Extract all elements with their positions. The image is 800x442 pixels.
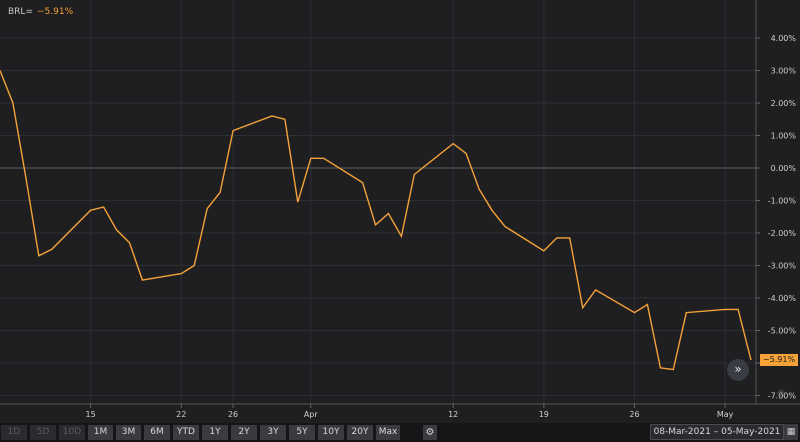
date-range-end: 05-May-2021	[721, 427, 781, 437]
gear-icon[interactable]: ⚙	[423, 425, 437, 440]
legend-series-name: BRL=	[8, 7, 33, 17]
range-button-1y[interactable]: 1Y	[202, 425, 228, 440]
y-tick-label: -3.00%	[768, 262, 797, 271]
y-tick-label: -7.00%	[768, 392, 797, 401]
x-tick-label: 12	[448, 410, 458, 419]
range-button-3m[interactable]: 3M	[116, 425, 141, 440]
range-button-2y[interactable]: 2Y	[231, 425, 257, 440]
bottom-toolbar	[0, 423, 800, 442]
y-tick-label: -5.00%	[768, 327, 797, 336]
y-tick-label: 1.00%	[771, 132, 797, 141]
range-button-6m[interactable]: 6M	[144, 425, 170, 440]
range-button-1d[interactable]: 1D	[1, 425, 27, 440]
y-tick-label: 0.00%	[771, 164, 797, 173]
range-button-10d[interactable]: 10D	[59, 425, 85, 440]
chart-plot: 4.00% 3.00% 2.00% 1.00% 0.00% -1.00% -2.00% -3.…	[0, 0, 800, 419]
legend-series-value: −5.91%	[36, 7, 74, 17]
last-value-label: −5.91%	[760, 354, 798, 366]
calendar-icon[interactable]: ▦	[784, 424, 798, 440]
x-tick-label: 15	[86, 410, 96, 419]
range-button-ytd[interactable]: YTD	[173, 425, 199, 440]
range-button-max[interactable]: Max	[376, 425, 400, 440]
chart-legend: BRL= −5.91%	[8, 7, 73, 17]
x-tick-label: 19	[539, 410, 549, 419]
x-tick-label: Apr	[304, 410, 319, 419]
series-line-brl	[0, 70, 752, 371]
date-range-start: 08-Mar-2021	[653, 427, 711, 437]
y-tick-label: 4.00%	[771, 34, 797, 43]
range-button-10y[interactable]: 10Y	[318, 425, 344, 440]
range-button-5d[interactable]: 5D	[30, 425, 56, 440]
range-button-20y[interactable]: 20Y	[347, 425, 373, 440]
y-tick-label: 2.00%	[771, 99, 797, 108]
x-tick-label: 26	[228, 410, 238, 419]
x-tick-label: 26	[629, 410, 639, 419]
double-chevron-right-icon[interactable]: »	[727, 359, 749, 381]
x-tick-label: 22	[176, 410, 186, 419]
range-button-1m[interactable]: 1M	[88, 425, 113, 440]
y-tick-label: -2.00%	[768, 229, 797, 238]
range-button-5y[interactable]: 5Y	[289, 425, 315, 440]
y-tick-label: 3.00%	[771, 67, 797, 76]
date-range-field[interactable]: 08-Mar-2021 – 05-May-2021	[650, 424, 784, 440]
sun-icon[interactable]: ☼	[776, 387, 786, 400]
x-tick-label: May	[717, 410, 734, 419]
y-tick-label: -1.00%	[768, 197, 797, 206]
date-range-separator: –	[713, 427, 719, 437]
range-button-3y[interactable]: 3Y	[260, 425, 286, 440]
y-tick-label: -4.00%	[768, 294, 797, 303]
